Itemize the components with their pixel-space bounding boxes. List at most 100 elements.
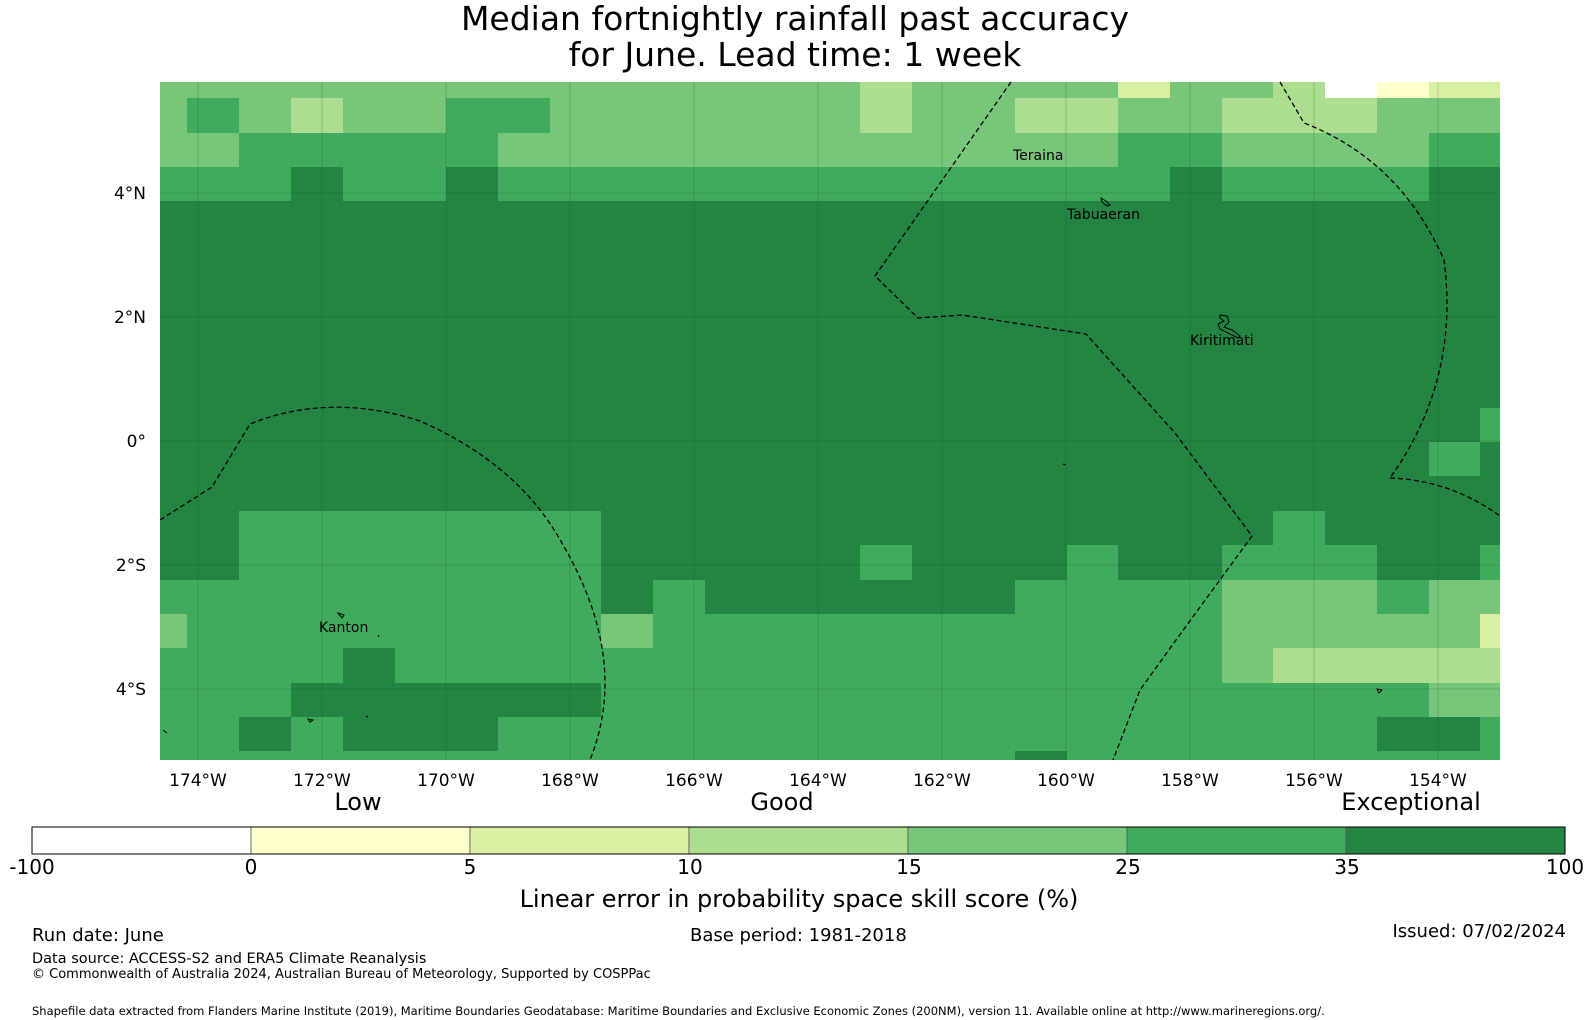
- map-cell: [446, 167, 498, 201]
- place-label-teraina: Teraina: [1012, 148, 1063, 164]
- map-cell: [187, 98, 239, 133]
- lon-label: 156°W: [1285, 771, 1343, 791]
- kanton-island: [336, 611, 345, 619]
- map-cell: [1273, 648, 1500, 683]
- legend-tick-label: 100: [1546, 855, 1584, 879]
- legend-swatch: [31, 826, 252, 855]
- place-label-kanton: Kanton: [319, 620, 368, 636]
- map-cell: [1222, 580, 1377, 614]
- place-label-tabuaeran: Tabuaeran: [1066, 207, 1140, 223]
- map-cell: [160, 167, 1500, 201]
- map-cell: [239, 717, 291, 751]
- lat-label: 2°S: [116, 556, 146, 576]
- map-cell: [291, 167, 343, 201]
- lat-label: 0°: [127, 432, 146, 452]
- map-cell: [1222, 648, 1273, 683]
- map-cell: [1429, 167, 1500, 201]
- legend-swatch: [250, 826, 471, 855]
- lat-label: 2°N: [114, 308, 146, 328]
- map-cell: [343, 717, 498, 751]
- map-cell: [239, 133, 498, 167]
- map-cell: [1480, 408, 1500, 442]
- legend-category-good: Good: [750, 788, 813, 816]
- small-island: [365, 715, 369, 718]
- small-island: [162, 729, 168, 734]
- base-period: Base period: 1981-2018: [690, 925, 907, 946]
- legend-tick-label: 25: [1115, 855, 1140, 879]
- data-source: Data source: ACCESS-S2 and ERA5 Climate …: [32, 951, 427, 967]
- map-cell: [1170, 167, 1222, 201]
- legend-colorbar-frame: [31, 826, 1566, 855]
- lon-label: 168°W: [541, 771, 599, 791]
- map-cell: [291, 98, 343, 133]
- legend-tick-label: 0: [245, 855, 258, 879]
- map-cell: [1377, 82, 1429, 98]
- legend-swatch: [1126, 826, 1347, 855]
- map-cell: [1325, 82, 1377, 98]
- lon-label: 160°W: [1037, 771, 1095, 791]
- legend-swatch: [688, 826, 909, 855]
- map-cell: [1429, 580, 1500, 614]
- map-cell: [239, 511, 601, 545]
- map-cell: [1377, 717, 1480, 751]
- map-cell: [446, 98, 550, 133]
- copyright: © Commonwealth of Australia 2024, Austra…: [32, 967, 651, 982]
- map-cell: [1480, 614, 1500, 648]
- kiritimati-island: [1217, 314, 1241, 339]
- map-title-line-2: for June. Lead time: 1 week: [568, 35, 1022, 74]
- legend-tick-label: 35: [1334, 855, 1359, 879]
- skill-grid: [160, 82, 1500, 760]
- eez-boundaries: [159, 81, 1501, 761]
- legend-colorbar: [31, 826, 1566, 855]
- map-cell: [1222, 545, 1273, 580]
- map-title-line-1: Median fortnightly rainfall past accurac…: [460, 0, 1130, 38]
- map-cell: [160, 201, 1500, 511]
- map-cell: [1273, 511, 1325, 545]
- legend-tick-label: 10: [677, 855, 702, 879]
- island-outlines: [162, 196, 1384, 734]
- map-cell: [160, 614, 187, 648]
- run-date: Run date: June: [32, 925, 164, 946]
- map-cell: [1429, 442, 1480, 476]
- legend-tick-label: 5: [464, 855, 477, 879]
- map-cell: [1118, 133, 1222, 167]
- map-cell: [1429, 683, 1500, 717]
- shapefile-credit: Shapefile data extracted from Flanders M…: [32, 1004, 1325, 1018]
- legend-tick-label: -100: [9, 855, 54, 879]
- issued-date: Issued: 07/02/2024: [1392, 921, 1566, 942]
- map-cell: [1222, 98, 1273, 133]
- map-cell: [1377, 545, 1480, 580]
- place-label-kiritimati: Kiritimati: [1190, 333, 1254, 349]
- map-cell: [1015, 98, 1118, 133]
- small-island: [1062, 463, 1067, 466]
- map-cell: [1429, 82, 1500, 98]
- map-cell: [1118, 82, 1170, 98]
- legend-tick-label: 15: [896, 855, 921, 879]
- map-cell: [912, 545, 1067, 580]
- map-cell: [860, 82, 912, 133]
- legend-title: Linear error in probability space skill …: [520, 885, 1079, 913]
- small-island: [1376, 688, 1384, 694]
- lat-label: 4°N: [114, 184, 146, 204]
- lon-label: 162°W: [913, 771, 971, 791]
- lon-label: 154°W: [1409, 771, 1467, 791]
- legend-swatch: [1345, 826, 1566, 855]
- map-cell: [187, 133, 239, 167]
- map-cell: [601, 614, 653, 648]
- map-cell: [1118, 545, 1222, 580]
- map-cell: [343, 648, 395, 683]
- lon-label: 172°W: [293, 771, 351, 791]
- legend-category-exceptional: Exceptional: [1341, 788, 1481, 816]
- legend-swatch: [907, 826, 1128, 855]
- map-cell: [1015, 751, 1067, 760]
- map-cell: [601, 545, 860, 580]
- small-island: [377, 634, 380, 638]
- small-island: [306, 718, 315, 723]
- map-gridlines: [160, 82, 1500, 760]
- legend-category-low: Low: [334, 788, 381, 816]
- legend-category-labels: Low Good Exceptional: [334, 788, 1480, 816]
- lon-label: 164°W: [789, 771, 847, 791]
- latitude-labels: 4°N 2°N 0° 2°S 4°S: [114, 184, 146, 700]
- legend-swatch: [469, 826, 690, 855]
